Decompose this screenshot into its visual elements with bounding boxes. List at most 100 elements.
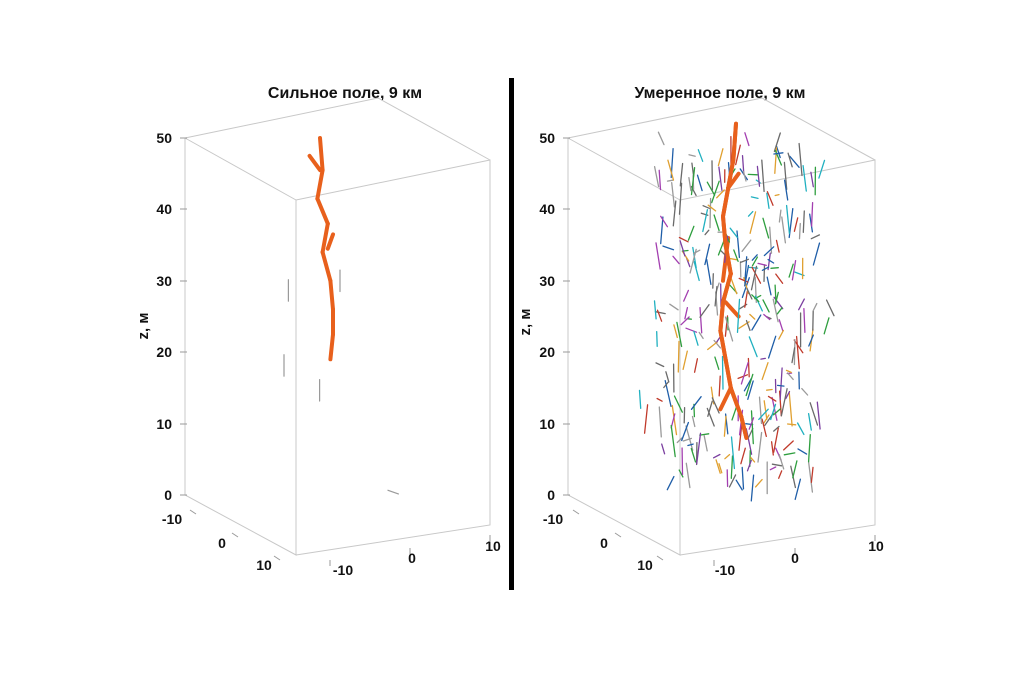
discharge-segment	[783, 452, 796, 456]
discharge-segment	[672, 255, 680, 265]
discharge-segment	[656, 330, 658, 347]
discharge-segment	[730, 436, 736, 470]
discharge-segment	[766, 276, 772, 296]
discharge-segment	[656, 309, 663, 322]
discharge-segment	[684, 306, 689, 320]
z-tick-label: 0	[164, 487, 172, 503]
discharge-segment	[802, 210, 805, 233]
discharge-segment	[778, 470, 783, 479]
discharge-segment	[770, 267, 779, 269]
discharge-segment	[751, 294, 760, 303]
discharge-segment	[741, 154, 745, 175]
discharge-segment	[763, 400, 768, 420]
discharge-segment	[747, 380, 754, 400]
x-tick-label: 10	[485, 538, 501, 554]
discharge-segment	[746, 288, 753, 300]
main-channel-segment	[721, 186, 731, 219]
discharge-segment	[818, 159, 826, 179]
discharge-segment	[794, 478, 802, 501]
discharge-segment	[825, 299, 835, 317]
discharge-segment	[767, 395, 777, 402]
discharge-segment	[795, 335, 800, 370]
discharge-segment	[653, 165, 660, 188]
main-channel-segment	[721, 271, 733, 305]
discharge-segment	[658, 406, 662, 438]
main-channel-segment	[320, 221, 330, 255]
discharge-segment	[714, 356, 720, 370]
discharge-segment	[793, 217, 799, 232]
discharge-segment	[760, 357, 766, 360]
z-tick-label: 20	[539, 344, 555, 360]
box-strong-field	[184, 97, 491, 556]
discharge-segment	[809, 213, 814, 233]
discharge-segment	[667, 159, 675, 181]
discharge-segment	[699, 304, 710, 318]
discharge-segment	[687, 443, 694, 447]
discharge-segment	[741, 239, 752, 252]
main-channel-segment	[318, 136, 325, 173]
discharge-segment	[661, 443, 666, 455]
discharge-segment	[776, 384, 785, 387]
discharge-segment	[721, 355, 724, 390]
discharge-segment	[685, 425, 694, 451]
discharge-segment	[716, 189, 725, 199]
z-tick-label: 40	[539, 201, 555, 217]
discharge-segment	[678, 236, 689, 243]
discharge-segment	[750, 456, 756, 463]
discharge-segment	[812, 302, 818, 312]
main-channel-segment	[721, 214, 728, 248]
discharge-segment	[812, 242, 821, 266]
discharge-segment	[786, 372, 794, 381]
y-tick-mark	[572, 509, 580, 515]
discharge-segment	[692, 249, 701, 255]
discharge-segment	[656, 397, 663, 402]
discharge-segment	[724, 316, 734, 342]
panel-divider	[509, 78, 514, 590]
discharge-segment	[654, 311, 666, 315]
discharge-segment	[785, 369, 792, 374]
discharge-segment	[798, 222, 801, 240]
discharge-segment	[798, 142, 803, 177]
discharge-segment	[740, 362, 749, 385]
discharge-segment	[763, 313, 771, 321]
z-tick-label: 10	[156, 416, 172, 432]
discharge-segment	[663, 381, 669, 389]
discharge-segment	[709, 197, 712, 229]
discharge-segment	[690, 167, 696, 196]
discharge-segment	[774, 149, 783, 166]
discharge-segment	[678, 469, 684, 478]
discharge-segment	[676, 437, 683, 444]
discharge-segment	[658, 169, 662, 191]
main-channel-segment	[320, 250, 333, 283]
discharge-segment	[767, 335, 777, 359]
discharge-segment	[774, 291, 779, 305]
discharge-segment	[702, 209, 709, 233]
discharge-segment	[751, 254, 758, 261]
z-ticks-moderate-field: 0 10 20 30 40 50	[539, 130, 570, 503]
discharge-segment	[783, 179, 789, 201]
discharge-segment	[787, 152, 793, 168]
discharge-segment	[785, 390, 791, 400]
discharge-segment	[690, 447, 697, 463]
main-channel-segment	[328, 332, 335, 362]
discharge-segment	[761, 362, 769, 381]
discharge-segment	[816, 401, 821, 430]
discharge-segment	[745, 373, 754, 397]
y-tick-mark	[273, 555, 281, 561]
main-channel-segment	[315, 196, 330, 226]
x-tick-label: 10	[868, 538, 884, 554]
discharge-segment	[696, 174, 703, 192]
discharge-segment	[688, 177, 692, 192]
discharge-segment	[789, 155, 800, 168]
discharge-segment	[643, 404, 649, 434]
discharge-segment	[744, 264, 750, 287]
discharge-segment	[748, 336, 758, 358]
discharge-segment	[786, 423, 797, 426]
discharge-segment	[750, 265, 758, 291]
discharge-segment	[666, 475, 675, 491]
discharge-segment	[706, 181, 716, 196]
discharge-segment	[748, 417, 755, 430]
discharge-segment	[751, 256, 759, 267]
main-channel-segment	[328, 278, 335, 312]
z-axis-label-strong-field: z, м	[135, 313, 152, 340]
